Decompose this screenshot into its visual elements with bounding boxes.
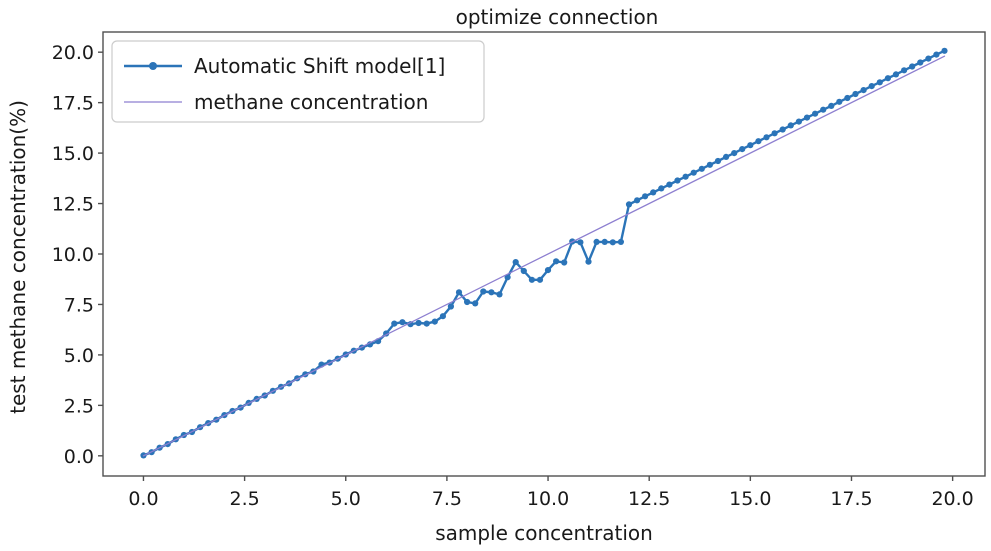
legend-sample-marker — [149, 62, 157, 70]
data-point — [553, 258, 560, 265]
data-point — [909, 63, 916, 70]
data-point — [431, 318, 438, 325]
x-tick-label: 2.5 — [229, 488, 259, 510]
data-point — [609, 239, 616, 246]
data-point — [933, 51, 940, 58]
data-point — [787, 122, 794, 129]
data-point — [399, 319, 406, 326]
data-point — [536, 276, 544, 283]
data-point — [544, 267, 552, 274]
data-point — [795, 118, 803, 125]
data-point — [601, 238, 608, 245]
data-point — [642, 193, 649, 200]
data-point — [892, 71, 900, 78]
y-tick-label: 2.5 — [64, 395, 94, 417]
x-tick-label: 5.0 — [331, 488, 361, 510]
legend-entry-label-0: Automatic Shift model[1] — [194, 54, 445, 78]
data-point — [868, 83, 875, 90]
plot-axes-layer: 0.0 2.5 5.0 7.5 10.0 12.5 15.0 17.5 20.0 0.0 2.5 5.… — [52, 31, 986, 510]
data-point — [844, 94, 851, 102]
y-axis-label: test methane concentration(%) — [6, 100, 30, 414]
data-point — [658, 185, 665, 192]
data-point — [771, 130, 778, 137]
data-point — [763, 134, 770, 141]
chart-title: optimize connection — [456, 5, 659, 29]
y-tick-label: 10.0 — [52, 244, 94, 266]
data-point — [520, 267, 527, 275]
data-point — [812, 110, 819, 117]
data-point — [593, 238, 600, 245]
data-point — [415, 319, 422, 327]
data-point — [698, 165, 705, 172]
data-point — [666, 181, 673, 188]
x-tick-label: 0.0 — [128, 488, 158, 510]
data-point — [820, 106, 827, 113]
x-tick-label: 7.5 — [432, 488, 462, 510]
data-point — [714, 157, 722, 165]
data-point — [496, 291, 503, 298]
data-point — [779, 126, 786, 133]
data-point — [755, 138, 762, 145]
data-point — [884, 75, 892, 82]
data-point — [488, 289, 495, 296]
data-point — [634, 197, 641, 204]
data-point — [876, 79, 883, 86]
data-point — [803, 114, 811, 121]
data-point — [747, 142, 754, 149]
data-point — [690, 169, 697, 176]
y-tick-label: 12.5 — [52, 194, 94, 216]
data-point — [650, 189, 657, 196]
data-point — [674, 177, 681, 184]
data-point — [480, 288, 487, 295]
plot-series-layer — [140, 47, 948, 459]
x-tick-label: 20.0 — [931, 488, 973, 510]
data-point — [828, 102, 835, 109]
x-tick-label: 10.0 — [527, 488, 569, 510]
x-tick-label: 12.5 — [628, 488, 670, 510]
y-tick-label: 7.5 — [64, 294, 94, 316]
series-line-1 — [142, 55, 946, 457]
data-point — [925, 55, 932, 62]
x-tick-label: 17.5 — [830, 488, 872, 510]
data-point — [706, 161, 714, 168]
data-point — [366, 341, 374, 348]
y-tick-label: 5.0 — [64, 345, 94, 367]
data-point — [739, 146, 746, 153]
legend-box — [111, 40, 485, 123]
data-point — [917, 59, 924, 66]
y-tick-label: 20.0 — [52, 42, 94, 64]
x-axis-label: sample concentration — [435, 521, 653, 545]
data-point — [577, 239, 584, 246]
data-point — [682, 173, 689, 180]
data-point — [447, 303, 454, 310]
data-point — [464, 298, 471, 306]
data-point — [528, 276, 536, 283]
data-point — [617, 238, 625, 245]
y-tick-label: 17.5 — [52, 93, 94, 115]
data-point — [455, 289, 463, 296]
legend-entry-label-1: methane concentration — [194, 90, 428, 114]
data-point — [423, 320, 430, 327]
data-point — [625, 201, 633, 208]
y-tick-label: 0.0 — [64, 446, 94, 468]
data-point — [852, 90, 859, 98]
data-point — [860, 87, 867, 94]
data-point — [731, 150, 738, 157]
data-point — [585, 258, 592, 265]
y-tick-label: 15.0 — [52, 143, 94, 165]
data-point — [439, 313, 446, 320]
data-point — [391, 320, 398, 327]
data-point — [723, 153, 730, 160]
data-point — [941, 47, 948, 54]
legend: Automatic Shift model[1] methane concentr… — [111, 40, 485, 123]
data-point — [561, 259, 568, 266]
data-point — [512, 259, 519, 266]
x-tick-label: 15.0 — [729, 488, 771, 510]
data-point — [836, 98, 843, 105]
data-point — [472, 300, 479, 307]
data-point — [901, 67, 908, 74]
